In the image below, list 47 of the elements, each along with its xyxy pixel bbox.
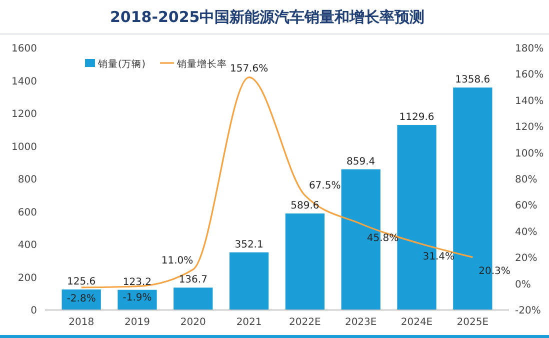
x-tick-label: 2018 <box>68 317 94 328</box>
bar <box>285 213 325 310</box>
y2-tick-label: 20% <box>515 253 538 264</box>
chart-title: 2018-2025中国新能源汽车销量和增长率预测 <box>110 8 425 26</box>
y2-tick-label: 0% <box>515 279 531 290</box>
y-tick-label: 200 <box>18 272 37 284</box>
data-label: 125.6 <box>67 276 96 288</box>
y2-tick-label: 180% <box>515 44 544 54</box>
bar <box>174 288 213 310</box>
data-label: 123.2 <box>122 276 152 288</box>
x-tick-label: 2019 <box>124 317 150 328</box>
data-label: 136.7 <box>178 274 208 286</box>
x-tick-label: 2023E <box>344 317 377 328</box>
x-tick-label: 2024E <box>400 317 433 328</box>
y-tick-label: 1200 <box>12 109 37 120</box>
y-tick-label: 400 <box>18 240 37 251</box>
data-label: 352.1 <box>234 239 264 250</box>
x-tick-label: 2022E <box>289 317 321 328</box>
y2-tick-label: 100% <box>515 148 544 160</box>
y2-tick-label: 140% <box>515 96 544 107</box>
data-label: -1.9% <box>122 292 152 304</box>
data-label: 11.0% <box>161 255 194 266</box>
y2-tick-label: 80% <box>515 174 538 186</box>
y-tick-label: 1400 <box>12 76 37 88</box>
y-tick-label: 600 <box>18 207 37 218</box>
data-label: 157.6% <box>230 63 268 74</box>
y2-tick-label: 40% <box>515 226 538 238</box>
y2-tick-label: 120% <box>515 122 544 134</box>
y2-tick-label: 60% <box>515 200 538 212</box>
legend-label: 销量(万辆) <box>97 58 146 70</box>
data-label: 1129.6 <box>399 112 434 124</box>
data-label: 589.6 <box>290 200 320 212</box>
y2-tick-label: -20% <box>515 306 541 316</box>
data-label: 859.4 <box>346 156 376 168</box>
data-label: 67.5% <box>308 180 341 192</box>
x-tick-label: 2020 <box>180 317 206 328</box>
y-tick-label: 0 <box>30 306 37 316</box>
x-tick-label: 2025E <box>456 317 489 328</box>
x-tick-label: 2021 <box>236 317 262 328</box>
data-label: -2.8% <box>66 293 96 304</box>
data-label: 1358.6 <box>455 74 490 86</box>
y-tick-label: 1600 <box>12 44 37 54</box>
y-tick-label: 1000 <box>12 142 37 153</box>
y2-tick-label: 160% <box>515 70 544 81</box>
bar <box>229 252 269 310</box>
y-tick-label: 800 <box>18 174 37 186</box>
legend-label: 销量增长率 <box>176 58 227 70</box>
